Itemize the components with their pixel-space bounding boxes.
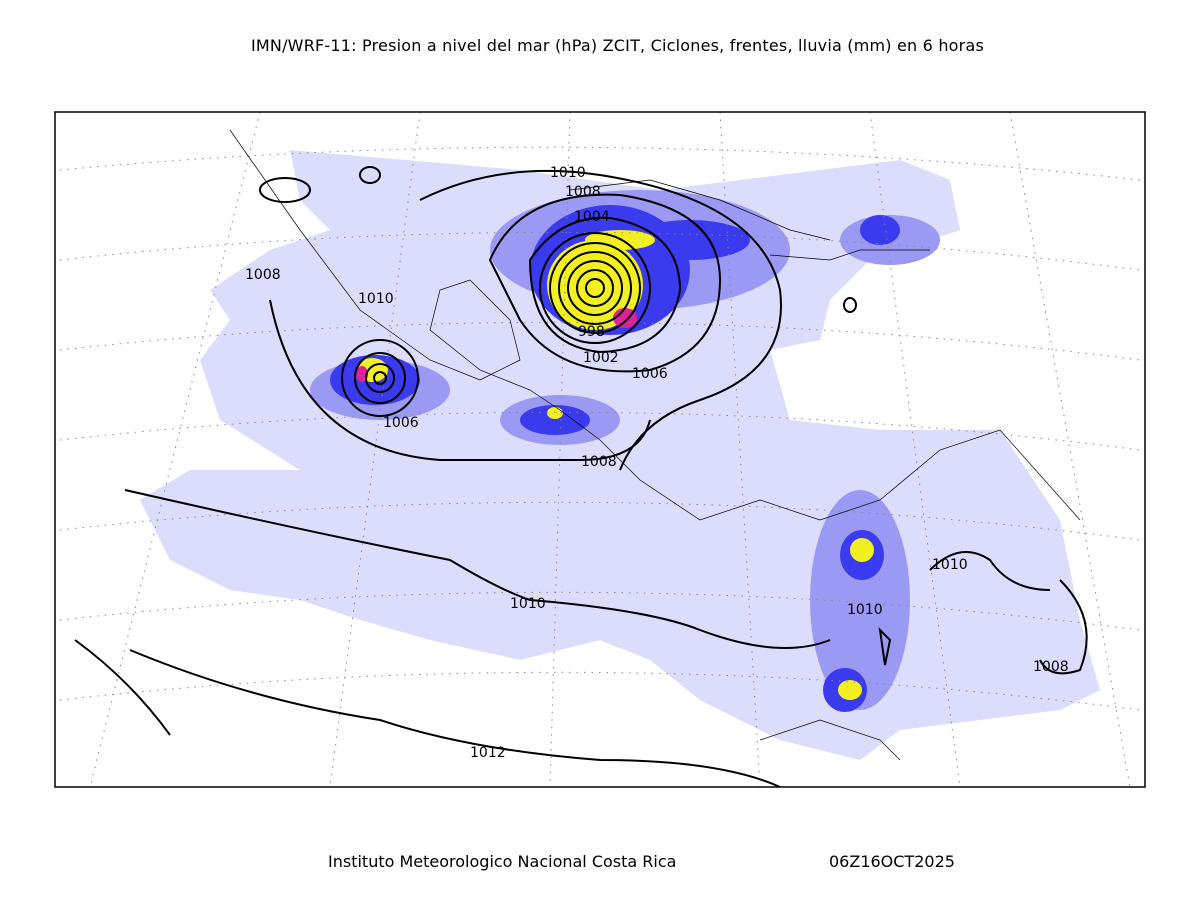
- institution-label: Instituto Meteorologico Nacional Costa R…: [328, 852, 677, 871]
- rain-blue-area: [520, 405, 590, 435]
- datetime-label: 06Z16OCT2025: [829, 852, 955, 871]
- rain-yellow-area: [838, 680, 862, 700]
- coastlines: [229, 129, 1081, 761]
- contour-labels: 1010 1008 1004 998 1002 1006 1008 1010 1…: [245, 165, 1069, 761]
- contour-label: 1008: [1033, 659, 1069, 675]
- contour-label: 1004: [574, 209, 610, 225]
- contour-label: 1010: [847, 602, 883, 618]
- contour-label: 998: [578, 324, 605, 340]
- contour-label: 1006: [383, 415, 419, 431]
- contour-label: 1012: [470, 745, 506, 761]
- rain-blue-area: [860, 215, 900, 245]
- contour-label: 1010: [932, 557, 968, 573]
- contour-label: 1008: [565, 184, 601, 200]
- rain-yellow-area: [850, 538, 874, 562]
- contour-label: 1006: [632, 366, 668, 382]
- contour-label: 1008: [245, 267, 281, 283]
- rain-yellow-area: [547, 407, 563, 419]
- contour-label: 1008: [581, 454, 617, 470]
- rain-mid-area: [810, 490, 910, 710]
- contour-label: 1010: [510, 596, 546, 612]
- rain-yellow-area: [585, 230, 655, 250]
- rain-field: [140, 150, 1100, 760]
- map-frame: [54, 111, 1146, 788]
- isobars: [74, 166, 1088, 787]
- rain-blue-area: [630, 220, 750, 260]
- contour-label: 1002: [583, 350, 619, 366]
- rain-magenta-area: [613, 308, 637, 328]
- contour-label: 1010: [358, 291, 394, 307]
- lat-lon-grid: [59, 112, 1141, 787]
- map-title: IMN/WRF-11: Presion a nivel del mar (hPa…: [251, 36, 984, 55]
- contour-label: 1010: [550, 165, 586, 181]
